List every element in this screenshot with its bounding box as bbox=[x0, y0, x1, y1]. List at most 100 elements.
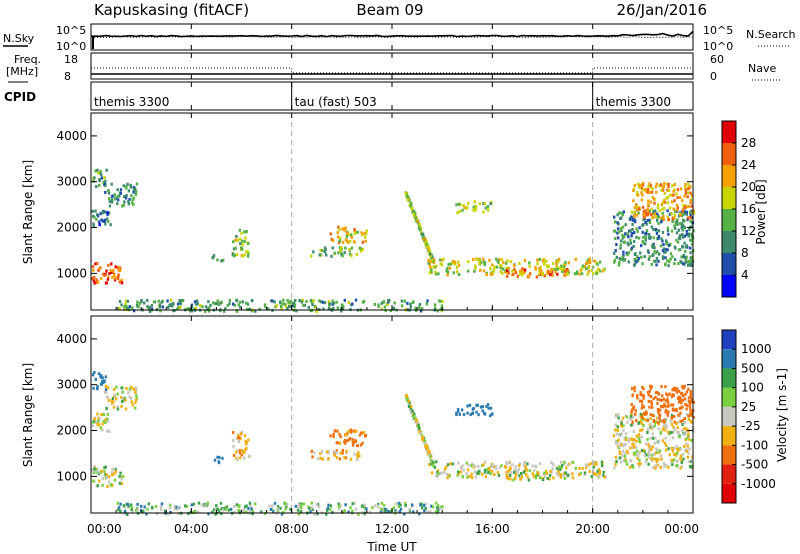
colorbar-swatch bbox=[722, 368, 736, 388]
scatter-cell bbox=[452, 271, 455, 275]
scatter-cell bbox=[646, 188, 650, 191]
scatter-cell bbox=[563, 476, 567, 480]
scatter-cell bbox=[101, 477, 104, 481]
scatter-cell bbox=[135, 394, 138, 398]
scatter-cell bbox=[666, 393, 669, 397]
scatter-cell bbox=[637, 462, 640, 466]
scatter-cell bbox=[647, 233, 651, 236]
scatter-cell bbox=[630, 403, 633, 407]
scatter-cell bbox=[113, 274, 116, 277]
scatter-cell bbox=[462, 468, 465, 472]
scatter-cell bbox=[429, 260, 432, 264]
colorbar-swatch bbox=[722, 330, 736, 350]
scatter-cell bbox=[624, 232, 627, 236]
scatter-cell bbox=[690, 255, 693, 259]
scatter-cell bbox=[118, 474, 121, 478]
scatter-cell bbox=[484, 206, 487, 210]
scatter-cell bbox=[671, 388, 674, 392]
scatter-cell bbox=[455, 266, 459, 269]
scatter-cell bbox=[644, 235, 647, 239]
scatter-cell bbox=[509, 467, 512, 471]
yaxis-tick-label: 2000 bbox=[56, 424, 87, 438]
scatter-cell bbox=[617, 438, 620, 442]
scatter-cell bbox=[635, 439, 638, 443]
scatter-cell bbox=[101, 211, 104, 215]
scatter-cell bbox=[559, 475, 563, 479]
scatter-cell bbox=[518, 462, 521, 466]
scatter-cell bbox=[647, 450, 651, 454]
scatter-cell bbox=[620, 421, 623, 425]
scatter-cell bbox=[245, 442, 248, 446]
scatter-cell bbox=[639, 251, 642, 255]
scatter-cell bbox=[675, 231, 679, 235]
scatter-cell bbox=[515, 469, 519, 473]
scatter-cell bbox=[652, 236, 655, 240]
scatter-cell bbox=[235, 450, 238, 454]
scatter-cell bbox=[129, 185, 133, 189]
scatter-cell bbox=[333, 429, 337, 433]
scatter-cell bbox=[441, 505, 444, 509]
scatter-cell bbox=[337, 235, 340, 239]
scatter-cell bbox=[557, 260, 560, 264]
scatter-cell bbox=[240, 432, 243, 436]
scatter-cell bbox=[689, 390, 693, 393]
scatter-cell bbox=[114, 470, 117, 474]
scatter-cell bbox=[445, 465, 448, 469]
scatter-cell bbox=[643, 215, 646, 219]
scatter-cell bbox=[409, 204, 412, 208]
scatter-cell bbox=[134, 390, 137, 394]
scatter-cell bbox=[642, 209, 646, 213]
scatter-cell bbox=[492, 270, 495, 274]
scatter-cell bbox=[674, 453, 678, 457]
scatter-cell bbox=[248, 307, 252, 311]
scatter-cell bbox=[645, 222, 648, 226]
scatter-cell bbox=[592, 272, 595, 276]
scatter-cell bbox=[675, 447, 678, 450]
scatter-cell bbox=[431, 463, 435, 467]
scatter-cell bbox=[643, 217, 647, 221]
scatter-cell bbox=[462, 203, 465, 207]
scatter-cell bbox=[310, 300, 314, 304]
scatter-cell bbox=[207, 512, 210, 516]
scatter-cell bbox=[500, 258, 504, 262]
scatter-cell bbox=[678, 414, 681, 418]
scatter-cell bbox=[651, 212, 655, 216]
scatter-cell bbox=[121, 204, 124, 208]
scatter-cell bbox=[100, 176, 104, 180]
scatter-cell bbox=[308, 506, 311, 510]
scatter-cell bbox=[478, 202, 482, 206]
scatter-cell bbox=[627, 243, 630, 247]
scatter-cell bbox=[297, 512, 300, 516]
scatter-cell bbox=[647, 390, 650, 394]
scatter-cell bbox=[360, 504, 364, 508]
scatter-cell bbox=[662, 404, 665, 408]
scatter-cell bbox=[687, 437, 691, 441]
scatter-cell bbox=[628, 417, 632, 421]
scatter-cell bbox=[472, 205, 476, 209]
scatter-cell bbox=[680, 255, 683, 259]
scatter-cell bbox=[647, 236, 651, 240]
scatter-cell bbox=[353, 452, 356, 456]
scatter-cell bbox=[499, 266, 502, 270]
scatter-cell bbox=[617, 416, 620, 420]
scatter-cell bbox=[436, 506, 439, 510]
scatter-cell bbox=[628, 437, 631, 441]
scatter-cell bbox=[649, 417, 652, 421]
scatter-cell bbox=[344, 246, 347, 250]
scatter-cell bbox=[440, 263, 444, 267]
scatter-cell bbox=[340, 246, 343, 250]
scatter-cell bbox=[107, 189, 110, 193]
scatter-cell bbox=[319, 456, 322, 460]
scatter-cell bbox=[349, 430, 353, 434]
yaxis-tick-label: 4000 bbox=[56, 332, 87, 346]
scatter-cell bbox=[637, 211, 640, 215]
scatter-cell bbox=[448, 474, 451, 478]
scatter-cell bbox=[341, 254, 344, 258]
scatter-cell bbox=[473, 207, 476, 211]
scatter-cell bbox=[341, 240, 345, 244]
yaxis-tick-label: 2000 bbox=[56, 221, 87, 235]
colorbar-tick-label: 100 bbox=[741, 381, 764, 395]
scatter-cell bbox=[114, 467, 117, 471]
scatter-cell bbox=[126, 299, 130, 303]
scatter-cell bbox=[637, 236, 641, 240]
